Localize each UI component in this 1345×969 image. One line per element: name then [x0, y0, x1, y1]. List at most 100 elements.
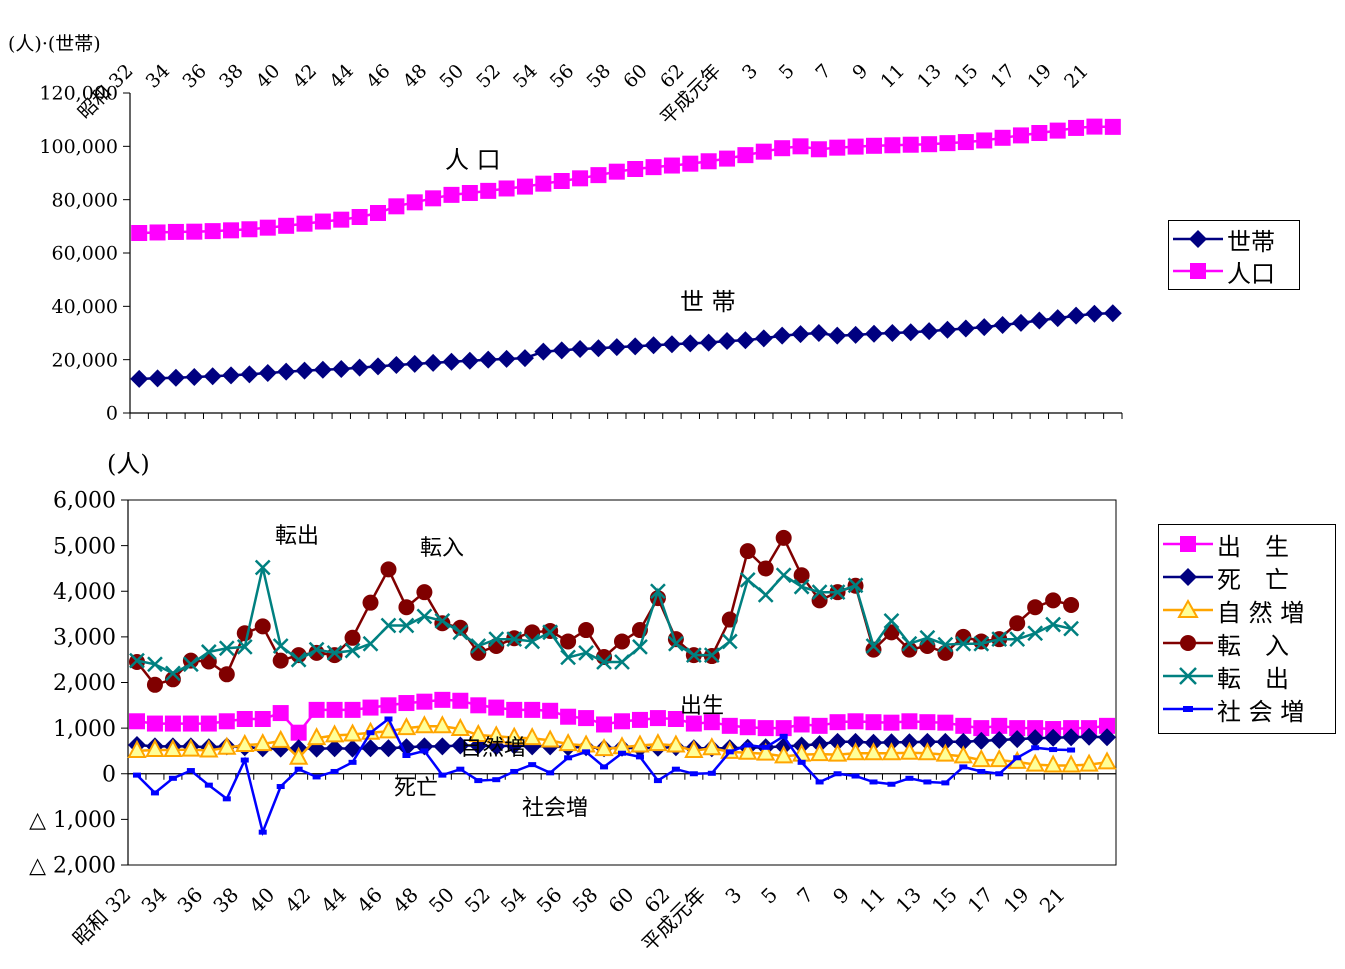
data-point-natural — [1079, 753, 1099, 772]
data-point-natural — [414, 715, 435, 734]
legend-triangle-icon — [1163, 598, 1213, 618]
data-point-social — [905, 775, 914, 781]
data-point-in — [865, 641, 882, 658]
y-tick-label: 6,000 — [53, 489, 116, 514]
data-point-out — [416, 608, 433, 625]
data-point-births — [829, 714, 846, 731]
data-point-births — [1099, 717, 1116, 734]
data-point-social — [941, 780, 950, 786]
data-point-households — [534, 342, 553, 361]
data-point-births — [793, 716, 810, 733]
y-tick-label: △ 2,000 — [29, 854, 116, 879]
data-point-natural — [917, 742, 938, 761]
data-point-in — [326, 647, 343, 664]
data-point-births — [578, 710, 595, 727]
legend-label-in: 転 入 — [1217, 631, 1289, 660]
data-point-households — [736, 331, 755, 350]
data-point-in — [1009, 615, 1026, 632]
data-point-population — [553, 173, 570, 189]
data-point-households — [956, 319, 975, 338]
data-point-in — [578, 622, 595, 639]
data-point-out — [1027, 625, 1044, 642]
data-point-population — [223, 222, 240, 239]
data-point-natural — [702, 737, 722, 756]
data-point-population — [131, 225, 148, 241]
data-point-births — [182, 715, 199, 732]
data-point-deaths — [918, 732, 937, 751]
x-tick-label: 15 — [950, 60, 983, 93]
data-point-households — [552, 341, 571, 360]
data-point-social — [635, 754, 644, 760]
data-point-out — [937, 636, 954, 653]
data-point-in — [146, 676, 163, 693]
data-point-households — [424, 353, 443, 372]
x-tick-label: 9 — [828, 883, 854, 909]
data-point-population — [351, 209, 368, 225]
x-tick-label: 44 — [325, 60, 358, 93]
data-point-births — [703, 714, 720, 731]
data-point-natural — [181, 738, 201, 757]
x-tick-label: 21 — [1060, 60, 1093, 93]
data-point-births — [272, 705, 289, 722]
data-point-out — [398, 617, 415, 634]
data-point-households — [332, 360, 351, 378]
legend-item-deaths: 死 亡 — [1159, 563, 1289, 594]
data-point-out — [883, 613, 900, 629]
data-point-population — [792, 138, 809, 155]
data-point-births — [739, 719, 756, 736]
data-point-births — [596, 716, 613, 733]
data-point-in — [1045, 592, 1062, 609]
data-point-out — [236, 639, 253, 655]
legend-item-in: 転 入 — [1159, 629, 1289, 660]
data-point-social — [797, 759, 806, 765]
legend-label-out: 転 出 — [1217, 664, 1289, 693]
data-point-social — [851, 773, 860, 779]
x-tick-label: 17 — [963, 883, 998, 918]
data-point-out — [290, 651, 307, 668]
data-point-births — [721, 717, 738, 734]
data-point-social — [671, 766, 680, 772]
data-point-natural — [468, 723, 488, 742]
data-point-births — [883, 714, 900, 731]
data-point-natural — [271, 729, 291, 748]
data-point-deaths — [1098, 728, 1117, 747]
data-point-in — [254, 618, 271, 635]
plot-area — [127, 499, 1117, 866]
data-point-social — [815, 779, 824, 785]
data-point-births — [308, 701, 325, 718]
data-point-natural — [450, 717, 470, 737]
data-point-out — [254, 559, 271, 576]
x-tick-label: 44 — [316, 883, 351, 918]
data-point-natural — [738, 741, 758, 760]
data-point-population — [370, 205, 386, 221]
data-point-deaths — [990, 730, 1009, 749]
data-point-natural — [881, 742, 902, 761]
legend-dash-icon — [1163, 706, 1213, 712]
data-point-in — [937, 644, 954, 661]
data-point-births — [901, 713, 918, 730]
data-point-out — [739, 571, 756, 588]
x-tick-label: 11 — [855, 883, 890, 918]
x-tick-label: 5 — [775, 60, 799, 84]
legend-x-icon — [1163, 667, 1213, 685]
data-point-population — [663, 157, 680, 174]
data-point-deaths — [972, 731, 991, 750]
data-point-households — [1048, 309, 1067, 328]
data-point-social — [510, 768, 519, 774]
data-point-out — [362, 635, 379, 652]
data-point-social — [582, 749, 591, 755]
data-point-natural — [504, 726, 524, 745]
legend-label-population: 人口 — [1227, 259, 1275, 288]
data-point-out — [524, 633, 541, 650]
data-point-population — [498, 180, 515, 197]
data-point-population — [719, 150, 736, 167]
data-point-out — [829, 584, 846, 601]
data-point-population — [737, 147, 754, 164]
x-tick-label: 36 — [172, 883, 207, 918]
data-point-social — [420, 748, 429, 754]
annotation-natural: 自然増 — [460, 736, 526, 761]
data-point-out — [757, 587, 774, 603]
data-point-births — [667, 711, 684, 727]
data-point-out — [200, 644, 217, 660]
data-point-deaths — [1044, 728, 1063, 747]
